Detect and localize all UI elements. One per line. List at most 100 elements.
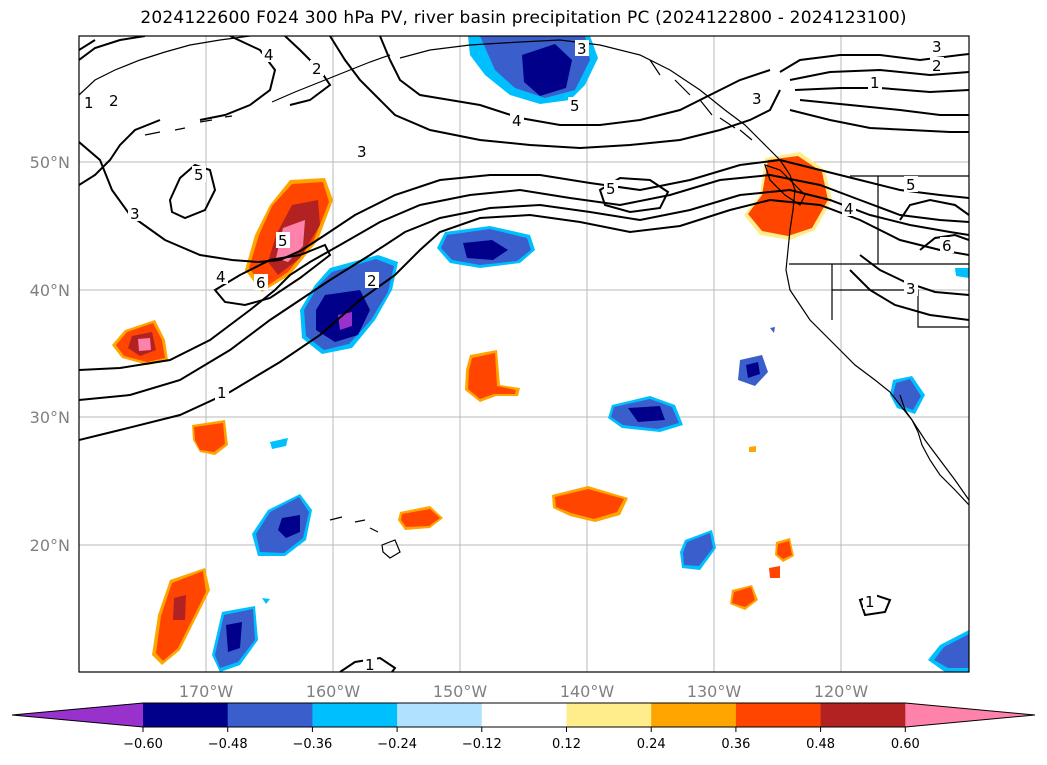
contour-label: 5 [194,166,204,184]
shade-negative [226,622,242,652]
pv-contour [849,269,969,321]
pv-contour [799,99,969,116]
shade-negative [746,362,760,378]
shade-negative [893,379,921,410]
colorbar-tick-label: −0.12 [462,737,502,752]
map-panel: 1 2 3 4 5 6 5 4 3 5 2 1 4 2 [79,36,969,674]
pv-contour [789,68,969,81]
pv-contour [199,36,277,121]
contour-label: 1 [365,656,375,674]
shade-negative [934,634,969,668]
shade-negative [955,268,969,278]
contour-label: 5 [570,97,580,115]
lon-label: 140°W [560,682,615,701]
pv-contour [339,656,397,672]
lon-label: 150°W [433,682,488,701]
colorbar-segment [566,703,652,727]
contour-label: 1 [865,593,875,611]
shade-negative [683,533,713,566]
shade-negative [278,515,300,538]
shade-positive [401,509,440,527]
pv-contour [213,243,332,307]
pv-contour [598,176,670,214]
map-title: 2024122600 F024 300 hPa PV, river basin … [140,8,907,28]
shade-negative [463,240,508,260]
colorbar-segment [735,703,822,727]
contour-label: 4 [216,268,226,286]
pv-contours [79,36,969,672]
pv-contour [379,36,771,126]
lat-label: 30°N [30,408,70,427]
shade-negative [262,598,270,604]
pv-contour [79,119,161,186]
map-frame [78,35,970,673]
latitude-labels: 50°N 40°N 30°N 20°N [30,153,70,555]
colorbar-segment [143,703,229,727]
shade-negative [270,438,288,449]
pv-contour [79,173,969,371]
colorbar-tick-label: −0.48 [208,737,248,752]
colorbar-tick-label: 0.24 [637,737,666,752]
graticule [79,36,969,672]
pv-contour [79,198,969,441]
shade-positive [173,595,186,620]
colorbar-tick-label: −0.24 [377,737,417,752]
pv-contour [79,39,96,51]
contour-label: 2 [109,92,119,110]
colorbar-tick-label: −0.60 [123,737,163,752]
contour-label: 2 [312,60,322,78]
contour-label: 6 [942,237,952,255]
colorbar-segment [651,703,737,727]
contour-label: 2 [932,57,942,75]
pv-contour [789,109,969,133]
contour-label: 3 [932,38,942,56]
longitude-labels: 170°W 160°W 150°W 140°W 130°W 120°W [179,682,869,701]
colorbar-tick-label: 0.48 [806,737,835,752]
colorbar-segment [820,703,906,727]
contour-label: 4 [264,46,274,64]
lat-label: 20°N [30,536,70,555]
lon-label: 160°W [306,682,361,701]
pv-contour [79,36,146,61]
precip-pc-shading [112,36,969,672]
pv-contour [779,53,969,73]
contour-label: 1 [870,74,880,92]
colorbar-extend-low [12,703,143,727]
lat-label: 50°N [30,153,70,172]
colorbar-tick-label: −0.36 [292,737,332,752]
contour-label: 2 [367,272,377,290]
shade-negative [628,406,665,422]
colorbar-segment [312,703,398,727]
colorbar-extend-high [905,703,1035,727]
contour-label: 3 [752,90,762,108]
colorbar-tick-label: 0.12 [552,737,581,752]
colorbar-tick-label: 0.36 [721,737,750,752]
pv-contour [168,163,217,220]
lon-label: 120°W [814,682,869,701]
contour-label: 1 [84,94,94,112]
shade-positive [138,338,151,351]
shade-positive [555,489,624,519]
pv-contour [919,233,969,251]
shade-positive [194,423,225,452]
contour-label: 3 [130,205,140,223]
colorbar-segment [397,703,483,727]
lon-label: 130°W [687,682,742,701]
colorbar: −0.60 −0.48 −0.36 −0.24 −0.12 0.12 0.24 0.36 0.4… [11,702,1036,752]
shade-positive [769,566,780,578]
contour-labels: 1 2 3 4 5 6 5 4 3 5 2 1 4 2 [83,38,954,674]
contour-label: 5 [278,232,288,250]
colorbar-tick-label: 0.60 [891,737,920,752]
shade-positive [749,446,756,452]
shade-positive [732,587,755,607]
shade-positive [468,353,516,399]
contour-label: 4 [844,200,854,218]
shade-negative [522,44,572,96]
lon-label: 170°W [179,682,234,701]
contour-label: 3 [906,280,916,298]
lat-label: 40°N [30,281,70,300]
contour-label: 1 [217,384,227,402]
contour-label: 5 [606,180,616,198]
contour-label: 5 [906,176,916,194]
